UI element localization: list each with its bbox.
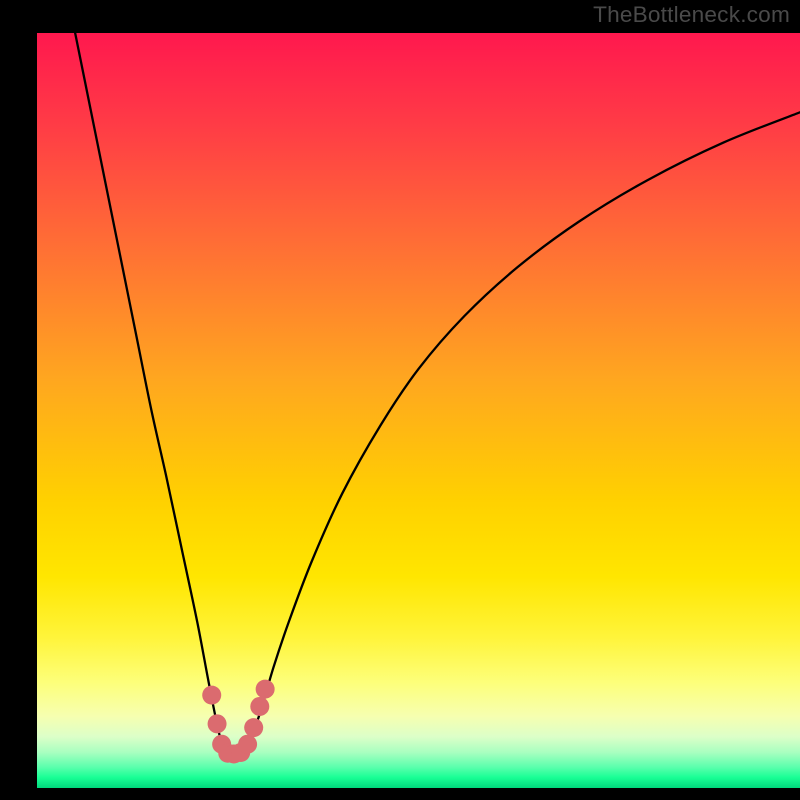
trough-marker — [256, 680, 275, 699]
chart-stage: TheBottleneck.com — [0, 0, 800, 800]
plot-svg — [37, 33, 800, 788]
trough-marker — [244, 718, 263, 737]
trough-marker — [202, 686, 221, 705]
trough-marker — [238, 735, 257, 754]
plot-area — [37, 33, 800, 788]
watermark-text: TheBottleneck.com — [593, 2, 790, 28]
trough-marker — [208, 714, 227, 733]
trough-marker — [250, 697, 269, 716]
